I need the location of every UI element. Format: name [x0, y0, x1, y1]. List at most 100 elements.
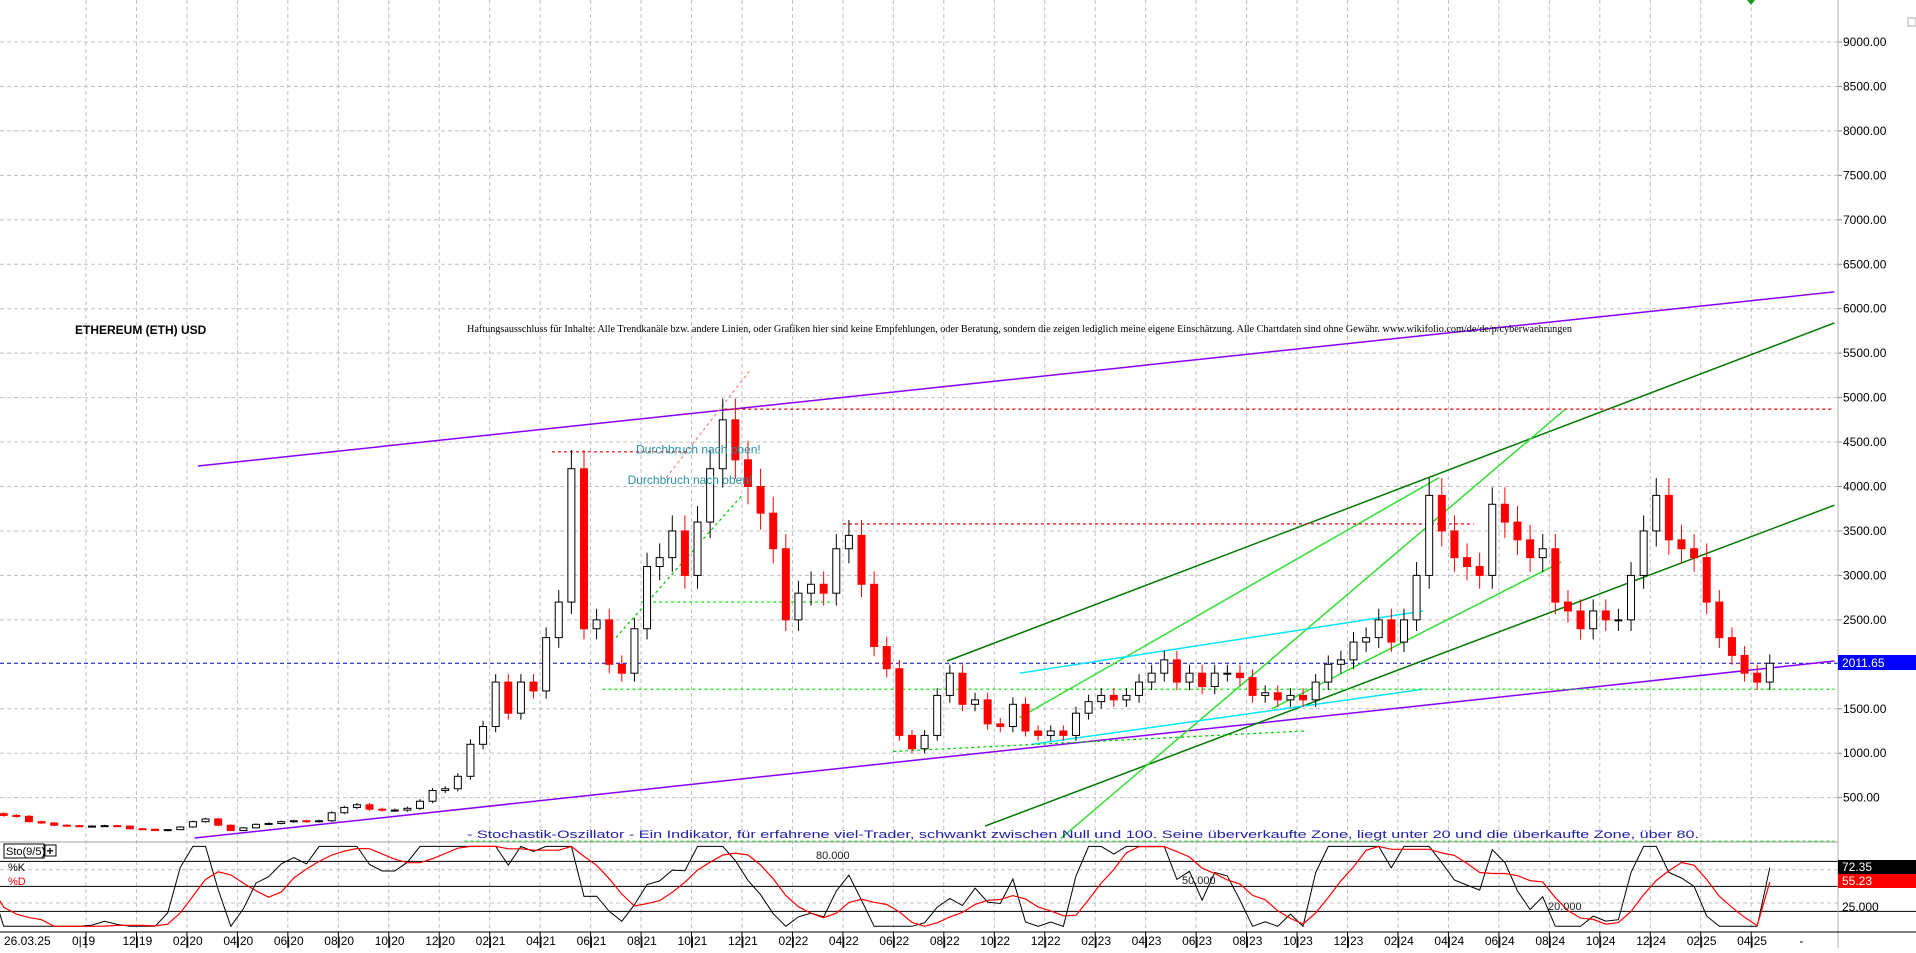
y-tick-label: 1500.00 — [1843, 702, 1887, 716]
x-tick-label: 12|22 — [1031, 934, 1061, 948]
d-label: %D — [8, 876, 26, 888]
stoch-k-line — [0, 845, 1771, 928]
candle-body — [428, 790, 437, 802]
y-tick-label: 4000.00 — [1843, 480, 1887, 494]
candle-body — [12, 814, 21, 817]
candle-body — [1122, 694, 1131, 701]
x-tick-label: 06|22 — [879, 934, 909, 948]
candle-body — [0, 813, 8, 816]
d-last-badge — [1838, 874, 1916, 888]
candle-body — [870, 583, 879, 648]
candle-body — [315, 820, 324, 823]
candle-body — [1589, 610, 1598, 630]
x-tick-label: 02|25 — [1687, 934, 1717, 948]
add-indicator-button[interactable] — [44, 844, 57, 857]
x-tick-label: 26.03.25 — [4, 934, 51, 948]
candle-body — [1135, 681, 1144, 696]
candle-body — [1399, 619, 1408, 643]
x-tick-label: 06|23 — [1182, 934, 1212, 948]
trendline — [1271, 561, 1562, 710]
annotation-breakout: Durchbruch nach oben! — [636, 443, 761, 457]
x-tick-label: 12|24 — [1636, 934, 1666, 948]
candle-body — [781, 548, 790, 621]
candle-body — [832, 548, 841, 594]
y-tick-label: 5000.00 — [1843, 391, 1887, 405]
stoch-axis-label: 25.000 — [1842, 900, 1879, 914]
candle-body — [1172, 659, 1181, 683]
level-80-label: 80.000 — [816, 850, 850, 862]
candle-body — [491, 681, 500, 728]
x-tick-label: 04|21 — [526, 934, 556, 948]
candle-body — [1412, 574, 1421, 621]
candle-body — [895, 668, 904, 736]
x-tick-label: 04|25 — [1737, 934, 1767, 948]
x-tick-label: 08|20 — [324, 934, 354, 948]
candle-body — [62, 824, 71, 827]
y-tick-label: 7000.00 — [1843, 213, 1887, 227]
candle-body — [617, 663, 626, 674]
candle-body — [1576, 610, 1585, 630]
candle-body — [1223, 672, 1232, 675]
x-tick-label: 02|23 — [1081, 934, 1111, 948]
indicator-name-box[interactable] — [3, 843, 45, 859]
candle-body — [516, 681, 525, 714]
trendline — [194, 660, 1835, 839]
candle-body — [844, 534, 853, 550]
candle-body — [1349, 641, 1358, 661]
candle-body — [1387, 619, 1396, 643]
trendline — [197, 291, 1835, 467]
candle-body — [327, 812, 336, 822]
candle-body — [1475, 566, 1484, 576]
trendline — [1019, 476, 1440, 719]
x-tick-label: 08|24 — [1535, 934, 1565, 948]
last-price-label: 2011.65 — [1842, 656, 1885, 670]
candle-body — [100, 825, 109, 828]
plus-icon: + — [47, 844, 54, 858]
candle-body — [807, 583, 816, 594]
indicator-name: Sto(9/5) — [6, 846, 45, 858]
candle-body — [1336, 659, 1345, 665]
candle-body — [75, 825, 84, 828]
candle-body — [466, 743, 475, 777]
disclaimer-text: Haftungsausschluss für Inhalte: Alle Tre… — [467, 324, 1572, 335]
annotation-breakout: Durchbruch nach oben! — [628, 473, 753, 487]
candle-body — [1614, 619, 1623, 622]
trendline — [946, 322, 1835, 662]
candle-body — [1248, 677, 1257, 696]
trendline — [984, 504, 1835, 827]
candle-body — [693, 521, 702, 576]
x-tick-label: 12|21 — [728, 934, 758, 948]
y-tick-label: 6000.00 — [1843, 302, 1887, 316]
candle-body — [668, 530, 677, 559]
trendlines — [194, 291, 1835, 842]
trendline — [893, 730, 1305, 753]
y-tick-label: 2500.00 — [1843, 613, 1887, 627]
candle-body — [1601, 610, 1610, 621]
candle-body — [1538, 548, 1547, 559]
candle-body — [1425, 494, 1434, 576]
candle-body — [1450, 530, 1459, 559]
candle-body — [352, 804, 361, 808]
x-tick-label: 10|21 — [678, 934, 708, 948]
candle-body — [378, 808, 387, 811]
candle-body — [163, 829, 172, 832]
candle-body — [718, 419, 727, 470]
candle-body — [289, 820, 298, 823]
candle-body — [201, 818, 210, 823]
candle-body — [1664, 494, 1673, 541]
candle-body — [1097, 694, 1106, 703]
collapse-icon[interactable] — [1907, 17, 1916, 27]
candle-body — [1526, 539, 1535, 559]
candle-body — [453, 775, 462, 790]
marker-triangle-icon — [1747, 0, 1755, 5]
candle-body — [1299, 694, 1308, 701]
candle-body — [251, 823, 260, 829]
candle-body — [983, 699, 992, 725]
x-tick-label: 04|20 — [223, 934, 253, 948]
y-tick-label: 4500.00 — [1843, 435, 1887, 449]
candle-body — [1273, 692, 1282, 701]
candle-body — [680, 530, 689, 576]
candle-body — [504, 681, 513, 714]
